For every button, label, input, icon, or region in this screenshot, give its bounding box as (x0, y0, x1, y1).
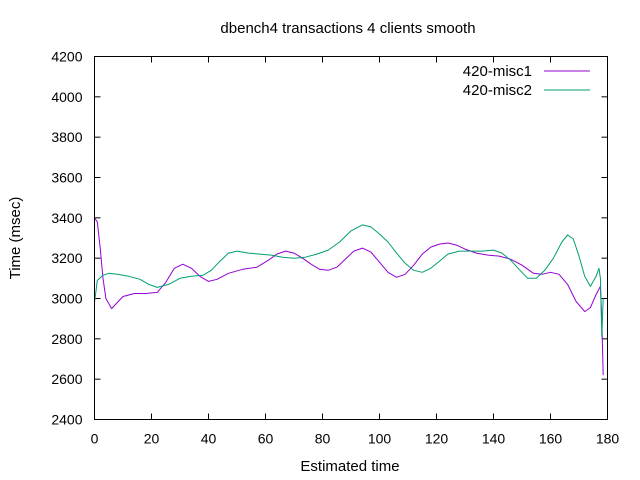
x-tick-label: 0 (91, 431, 99, 447)
plot-frame (94, 56, 608, 420)
x-axis-label: Estimated time (300, 458, 399, 475)
legend-label-420-misc1: 420-misc1 (463, 63, 532, 80)
x-tick-label: 80 (315, 431, 331, 447)
x-tick-label: 60 (258, 431, 274, 447)
y-tick-label: 3400 (51, 210, 82, 226)
series-layer (94, 217, 604, 376)
y-tick-label: 3800 (51, 129, 82, 145)
x-tick-label: 20 (144, 431, 160, 447)
axis-ticks: 0 20 40 60 80 100 120 140 160 180 2400 2600 2800 3000… (51, 49, 619, 447)
x-tick-label: 100 (368, 431, 392, 447)
y-tick-label: 2400 (51, 412, 82, 428)
y-tick-label: 4000 (51, 89, 82, 105)
x-tick-label: 120 (425, 431, 449, 447)
legend-label-420-misc2: 420-misc2 (463, 82, 532, 99)
y-tick-label: 3000 (51, 291, 82, 307)
legend: 420-misc1 420-misc2 (463, 63, 590, 99)
y-tick-label: 2600 (51, 371, 82, 387)
y-tick-label: 3600 (51, 170, 82, 186)
x-tick-label: 160 (539, 431, 563, 447)
x-tick-label: 40 (201, 431, 217, 447)
y-tick-label: 2800 (51, 331, 82, 347)
y-tick-label: 4200 (51, 49, 82, 65)
x-tick-label: 180 (596, 431, 620, 447)
y-tick-label: 3200 (51, 250, 82, 266)
chart-title: dbench4 transactions 4 clients smooth (220, 20, 475, 37)
series-line-420-misc2 (94, 224, 604, 338)
y-axis-label: Time (msec) (7, 197, 24, 280)
x-tick-label: 140 (482, 431, 506, 447)
